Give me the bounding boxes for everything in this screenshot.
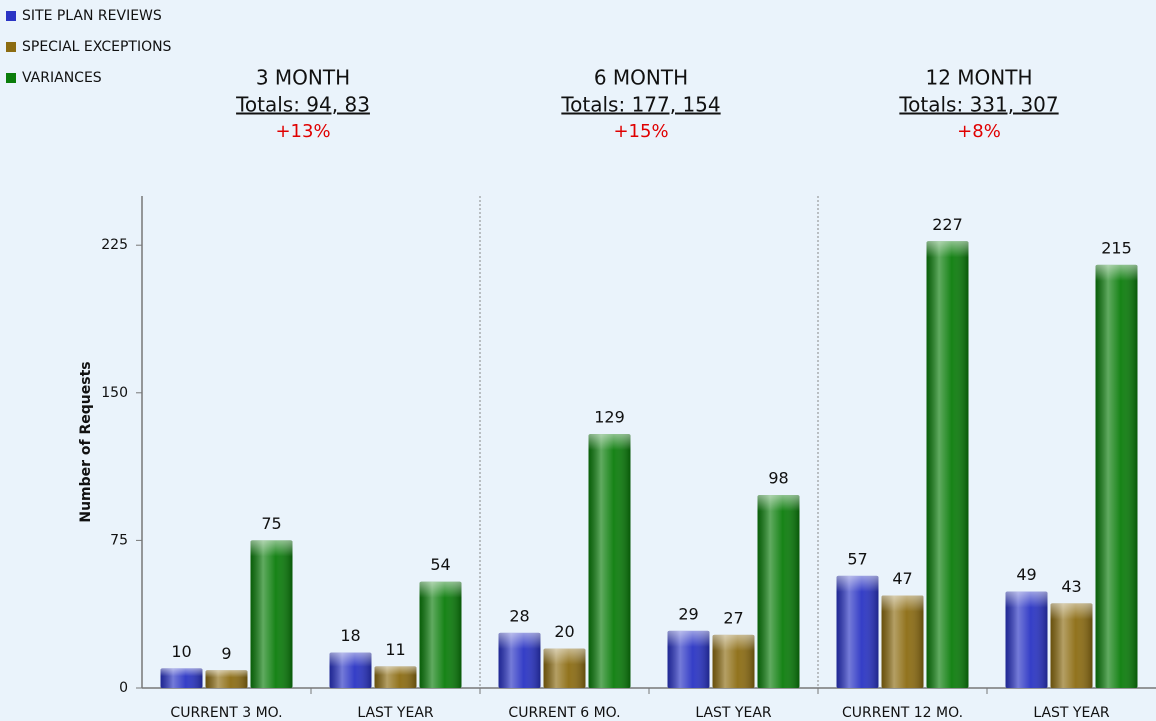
bar-shine <box>205 670 248 688</box>
bar-gloss <box>926 241 969 688</box>
legend-label: SPECIAL EXCEPTIONS <box>22 39 172 55</box>
panel-change: +8% <box>957 121 1001 142</box>
legend-swatch <box>6 11 16 21</box>
x-tick-label: CURRENT 3 MO. <box>170 705 282 721</box>
panel-totals: Totals: 331, 307 <box>898 93 1058 117</box>
bar-shine <box>250 540 293 581</box>
y-tick-label: 0 <box>119 680 128 696</box>
bar-gloss <box>588 434 631 688</box>
panel-title: 6 MONTH <box>594 66 688 90</box>
bar-shine <box>374 666 417 688</box>
y-tick-label: 150 <box>101 385 128 401</box>
x-tick-label: LAST YEAR <box>357 705 434 721</box>
value-label: 98 <box>768 469 788 488</box>
value-label: 57 <box>847 549 867 568</box>
x-tick-label: LAST YEAR <box>1033 705 1110 721</box>
bar-shine <box>1050 603 1093 644</box>
value-label: 215 <box>1101 238 1132 257</box>
bar-shine <box>1095 264 1138 305</box>
panel-title: 12 MONTH <box>925 66 1032 90</box>
value-label: 129 <box>594 408 625 427</box>
bar-shine <box>667 630 710 671</box>
y-tick-label: 75 <box>110 532 128 548</box>
value-label: 54 <box>430 555 450 574</box>
value-label: 49 <box>1016 565 1036 584</box>
value-label: 9 <box>221 644 231 663</box>
value-label: 75 <box>261 514 281 533</box>
bar-shine <box>1005 591 1048 632</box>
bar-shine <box>498 632 541 673</box>
value-label: 227 <box>932 215 963 234</box>
x-tick-label: LAST YEAR <box>695 705 772 721</box>
panel-change: +15% <box>613 121 668 142</box>
legend-swatch <box>6 42 16 52</box>
value-label: 43 <box>1061 577 1081 596</box>
x-tick-label: CURRENT 6 MO. <box>508 705 620 721</box>
legend-label: SITE PLAN REVIEWS <box>22 8 162 24</box>
value-label: 47 <box>892 569 912 588</box>
bar-shine <box>588 434 631 475</box>
bar-gloss <box>1095 264 1138 688</box>
value-label: 11 <box>385 640 405 659</box>
value-label: 29 <box>678 604 698 623</box>
bar-shine <box>881 595 924 636</box>
bar-shine <box>160 668 203 688</box>
bar-shine <box>329 652 372 688</box>
value-label: 10 <box>171 642 191 661</box>
legend-label: VARIANCES <box>22 70 102 86</box>
panel-totals: Totals: 94, 83 <box>235 93 370 117</box>
bar-shine <box>419 581 462 622</box>
bar-gloss <box>757 495 800 688</box>
value-label: 20 <box>554 622 574 641</box>
x-tick-label: CURRENT 12 MO. <box>842 705 963 721</box>
panel-change: +13% <box>275 121 330 142</box>
bar-shine <box>712 634 755 675</box>
value-label: 27 <box>723 608 743 627</box>
value-label: 28 <box>509 606 529 625</box>
value-label: 18 <box>340 626 360 645</box>
bar-shine <box>757 495 800 536</box>
y-axis-label: Number of Requests <box>78 361 94 522</box>
bar-shine <box>543 648 586 688</box>
panel-totals: Totals: 177, 154 <box>560 93 720 117</box>
bar-shine <box>926 241 969 282</box>
panel-title: 3 MONTH <box>256 66 350 90</box>
legend-swatch <box>6 73 16 83</box>
bar-shine <box>836 575 879 616</box>
y-tick-label: 225 <box>101 237 128 253</box>
